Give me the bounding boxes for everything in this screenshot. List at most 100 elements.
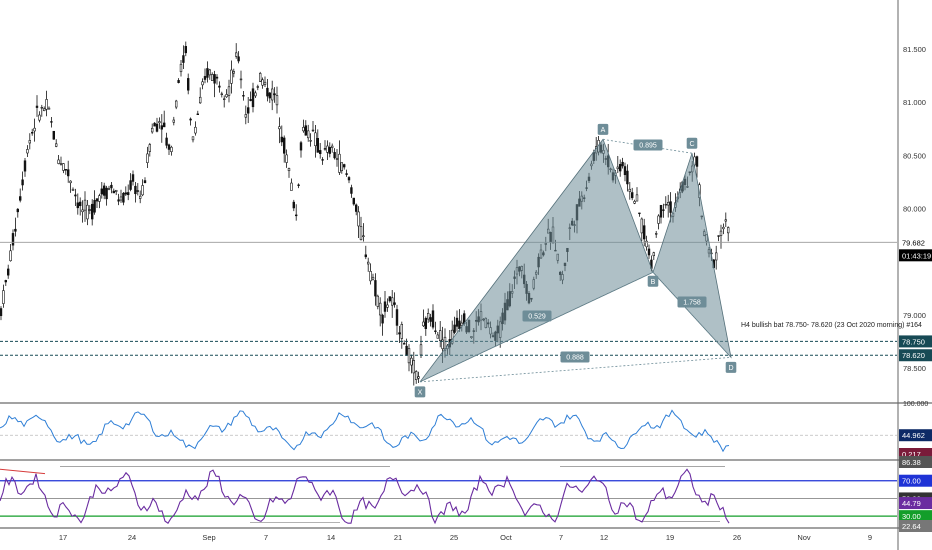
candle-body [160,125,163,130]
ratio-xb: 0.529 [528,314,546,321]
candle-body [227,86,231,96]
candle-body [124,192,128,195]
candle-body [33,127,36,132]
candle-body [371,276,375,280]
candle-body [141,185,144,196]
candle-body [230,69,233,84]
candle-body [383,301,387,312]
candle-body [38,114,41,121]
candle-body [374,280,377,297]
pattern-point-d: D [728,365,733,372]
candle-body [201,81,204,86]
candle-body [218,85,221,88]
zone-label-upper-badge [899,335,932,348]
pattern-point-c-badge [686,137,698,149]
candle-body [350,187,353,194]
candle-body [645,240,648,248]
price-tick-label: 79.000 [903,311,926,320]
candle-body [455,317,459,327]
candle-body [83,199,87,211]
time-axis: 17 24 Sep 7 14 21 25 Oct 7 12 19 26 Nov 9 [59,533,872,542]
oscillator-2 [0,466,897,525]
candle-body [422,321,425,327]
candle-body [431,310,435,328]
candle-body [165,137,168,146]
candle-body [6,268,10,276]
candle-body [268,92,271,99]
candle-body [338,153,341,173]
candle-body [208,69,211,76]
candle-body [657,215,660,224]
ratio-ac: 0.895 [639,143,657,150]
candle-body [393,302,396,305]
candle-body [294,214,298,217]
candle-body [664,203,668,206]
candle-body [273,93,276,96]
candle-body [278,126,281,130]
oscillator-1: 100.000 [0,401,928,453]
candle-body [640,218,644,234]
candle-body [237,56,240,62]
candle-body [345,173,348,175]
candle-body [330,145,334,148]
osc2-current-label: 44.79 [902,499,921,508]
candle-body [390,297,394,306]
candle-body [163,122,166,128]
candles [0,41,897,386]
candle-body [170,146,173,153]
ratio-xd-badge [560,351,590,363]
candle-body [117,199,120,202]
candle-body [79,201,82,207]
candle-body [335,158,339,160]
pattern-point-c: C [689,141,694,148]
candle-body [328,147,331,154]
candle-body [14,228,17,232]
candle-body [362,235,365,238]
candle-body [669,201,672,213]
time-tick-label: 7 [559,533,563,542]
candle-body [119,196,123,201]
candle-body [376,295,379,307]
bat-pattern: X A B C D 0.529 0.895 1.758 0.888 [414,123,737,398]
zone-label-lower: 78.620 [902,351,925,360]
ratio-ac-badge [633,139,663,151]
time-tick-label: Sep [202,533,215,542]
candle-body [191,136,195,141]
candle-body [299,142,303,151]
candle-body [98,195,101,202]
candle-body [635,194,639,202]
candle-body [395,309,399,326]
candle-body [86,204,89,220]
candle-body [359,226,363,241]
osc1-tick-label: 100.000 [903,401,928,408]
candle-body [347,177,351,181]
candle-body [187,78,190,91]
candle-body [235,52,238,57]
candle-body [131,174,135,182]
candle-body [626,170,629,185]
ratio-xd: 0.888 [566,355,584,362]
candle-body [405,345,408,356]
candle-body [158,121,161,124]
price-axis: 81.500 81.000 80.500 80.000 79.000 78.500 79.6… [899,45,932,532]
candle-body [64,169,68,171]
candle-body [386,304,389,308]
candle-body [146,153,149,163]
candle-body [314,132,317,147]
candle-body [93,199,96,213]
osc2-max-label: 86.38 [902,458,921,467]
time-tick-label: 19 [666,533,674,542]
candle-body [407,348,411,364]
candle-body [381,314,384,324]
candle-body [628,188,632,192]
pattern-bd-line [652,272,732,358]
candle-body [115,189,118,192]
candle-body [724,219,728,222]
candle-body [220,93,223,95]
candle-body [304,125,307,136]
candle-body [638,212,641,215]
candle-body [148,144,151,152]
candle-body [112,190,116,194]
time-tick-label: 12 [600,533,608,542]
price-tick-label: 78.500 [903,364,926,373]
